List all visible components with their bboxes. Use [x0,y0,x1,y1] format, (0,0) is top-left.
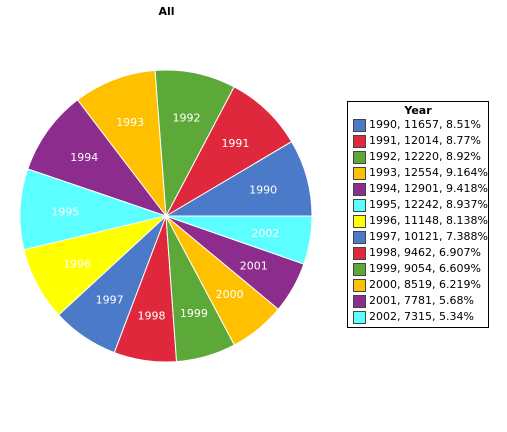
chart-title: All [158,5,175,18]
legend-item-2001: 2001, 7781, 5.68% [348,293,488,309]
legend-item-1995: 1995, 12242, 8.937% [348,197,488,213]
legend-swatch [353,311,366,324]
legend-label: 1994, 12901, 9.418% [369,182,488,195]
legend-item-1998: 1998, 9462, 6.907% [348,245,488,261]
legend-swatch [353,215,366,228]
slice-label-2001: 2001 [240,260,268,273]
legend-item-2000: 2000, 8519, 6.219% [348,277,488,293]
pie-slice-2002 [165,215,313,265]
legend-swatch [353,135,366,148]
slice-label-2002: 2002 [251,227,279,240]
legend-label: 1996, 11148, 8.138% [369,214,488,227]
legend-label: 2000, 8519, 6.219% [369,278,481,291]
legend-swatch [353,167,366,180]
legend-label: 1998, 9462, 6.907% [369,246,481,259]
pie-slice-1995 [19,168,168,251]
legend-item-2002: 2002, 7315, 5.34% [348,309,488,325]
slice-label-1994: 1994 [70,151,98,164]
legend-label: 2001, 7781, 5.68% [369,294,474,307]
legend-title: Year [404,104,432,117]
slice-label-1999: 1999 [180,307,208,320]
legend-label: 1993, 12554, 9.164% [369,166,488,179]
legend-swatch [353,199,366,212]
legend-item-1996: 1996, 11148, 8.138% [348,213,488,229]
legend-swatch [353,119,366,132]
legend-label: 1991, 12014, 8.77% [369,134,481,147]
slice-label-1993: 1993 [116,116,144,129]
legend-item-1990: 1990, 11657, 8.51% [348,117,488,133]
slice-label-1990: 1990 [249,183,277,196]
legend-swatch [353,295,366,308]
legend-item-1997: 1997, 10121, 7.388% [348,229,488,245]
legend-label: 1992, 12220, 8.92% [369,150,481,163]
legend-label: 1997, 10121, 7.388% [369,230,488,243]
legend-item-1993: 1993, 12554, 9.164% [348,165,488,181]
slice-label-1996: 1996 [63,257,91,270]
legend-swatch [353,279,366,292]
legend-swatch [353,231,366,244]
slice-label-1997: 1997 [96,294,124,307]
legend-label: 2002, 7315, 5.34% [369,310,474,323]
legend-items: 1990, 11657, 8.51% 1991, 12014, 8.77% 1992… [348,117,488,325]
pie-slice-1992 [154,69,235,218]
slice-label-1992: 1992 [172,111,200,124]
slice-label-1998: 1998 [137,310,165,323]
legend-item-1999: 1999, 9054, 6.609% [348,261,488,277]
legend-label: 1995, 12242, 8.937% [369,198,488,211]
legend-item-1992: 1992, 12220, 8.92% [348,149,488,165]
slice-label-2000: 2000 [216,288,244,301]
slice-label-1991: 1991 [221,137,249,150]
pie-slice-1993 [76,69,167,218]
legend-label: 1999, 9054, 6.609% [369,262,481,275]
legend-swatch [353,151,366,164]
legend: Year 1990, 11657, 8.51% 1991, 12014, 8.77… [347,101,489,328]
legend-item-1991: 1991, 12014, 8.77% [348,133,488,149]
pie-slice-1994 [27,99,168,218]
legend-swatch [353,247,366,260]
legend-swatch [353,263,366,276]
legend-label: 1990, 11657, 8.51% [369,118,481,131]
pie-chart: 1990 1991 1992 1993 1994 1995 1996 1997 1998 1999… [19,69,313,363]
slice-label-1995: 1995 [51,205,79,218]
legend-swatch [353,183,366,196]
legend-item-1994: 1994, 12901, 9.418% [348,181,488,197]
